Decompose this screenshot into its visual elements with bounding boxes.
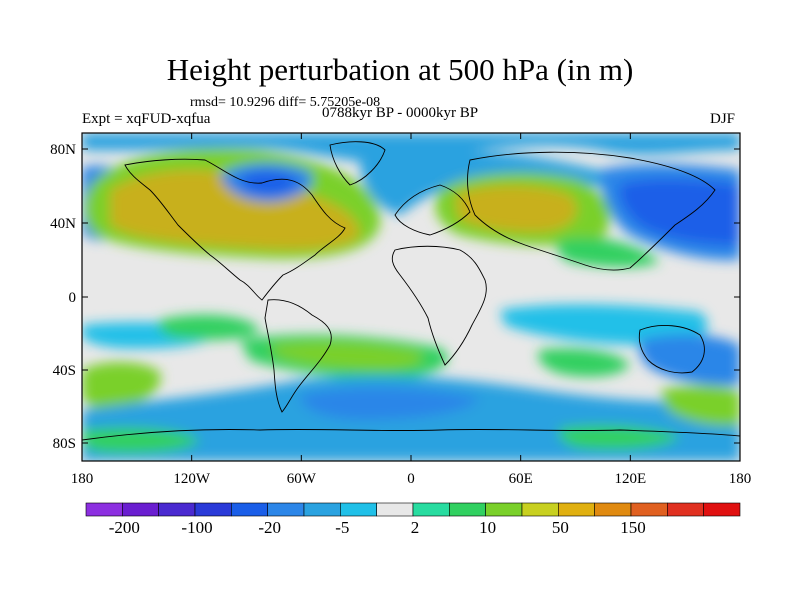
lat-tick-label: 80N <box>50 142 76 158</box>
colorbar-swatch <box>630 502 668 517</box>
nh-arctic-negative <box>82 133 740 163</box>
southern-pacific-positive <box>158 314 260 340</box>
map-axes: 80N 40N 0 40S 80S 180 120W 60W 0 60E 120E 180 <box>50 133 751 487</box>
atlantic-negative <box>360 150 640 215</box>
southern-ocean-strong-negative <box>300 387 480 420</box>
south-pacific-east-positive <box>660 385 740 426</box>
colorbar-swatch <box>485 502 523 517</box>
asia-coast <box>467 151 716 271</box>
lon-tick-label: 120W <box>173 471 211 487</box>
colorbar-label: -100 <box>181 518 212 537</box>
south-america-coast <box>264 299 332 413</box>
colorbar-swatch <box>158 502 196 517</box>
colorbar-label: 10 <box>479 518 496 537</box>
colorbar-label: 2 <box>411 518 420 537</box>
colorbar-label: -20 <box>258 518 281 537</box>
greenland-coast <box>329 141 386 186</box>
colorbar: -200 -100 -20 -5 2 10 50 150 <box>85 502 741 537</box>
colorbar-label: -200 <box>109 518 140 537</box>
subtropical-positive <box>557 237 660 268</box>
colorbar-swatch <box>340 502 377 517</box>
lon-tick-label: 0 <box>407 471 415 487</box>
colorbar-swatch <box>703 502 741 517</box>
colorbar-swatch <box>594 502 632 517</box>
australia-negative <box>639 334 740 386</box>
colorbar-swatch <box>303 502 341 517</box>
colorbar-swatch <box>376 502 414 517</box>
lon-tick-label: 60W <box>287 471 317 487</box>
colorbar-swatch <box>122 502 159 517</box>
antarctica-coast <box>82 428 740 441</box>
europe-coast <box>394 184 471 236</box>
lat-tick-label: 40N <box>50 216 76 232</box>
africa-coast <box>391 245 487 366</box>
lon-tick-label: 180 <box>729 471 752 487</box>
experiment-label: Expt = xqFUD-xqfua <box>82 111 211 127</box>
rmsd-label: rmsd= 10.9296 diff= 5.75205e-08 <box>190 95 381 110</box>
east-asia-strong-negative <box>619 179 740 245</box>
colorbar-swatch <box>194 502 232 517</box>
antarctic-positive <box>82 427 200 454</box>
season-label: DJF <box>710 111 736 127</box>
colorbar-swatch <box>231 502 268 517</box>
eurasia-strong-positive <box>455 185 577 233</box>
colorbar-swatch <box>558 502 595 517</box>
lat-tick-label: 0 <box>69 290 77 306</box>
hudson-strong-negative <box>240 171 298 195</box>
coastlines <box>82 141 740 441</box>
colorbar-swatch <box>449 502 486 517</box>
colorbar-swatch <box>267 502 305 517</box>
south-america-positive <box>82 362 161 410</box>
colorbar-swatch <box>85 502 123 517</box>
tropical-negative-east <box>500 304 708 345</box>
map-title: Height perturbation at 500 hPa (in m) <box>166 52 634 87</box>
colorbar-label: -5 <box>335 518 349 537</box>
lon-tick-label: 120E <box>614 471 646 487</box>
south-atlantic-strong-positive <box>270 341 423 370</box>
anomaly-field <box>82 133 740 461</box>
lon-tick-label: 180 <box>71 471 94 487</box>
colorbar-label: 150 <box>620 518 646 537</box>
lat-tick-label: 40S <box>53 363 76 379</box>
colorbar-swatch <box>667 502 704 517</box>
colorbar-label: 50 <box>552 518 569 537</box>
north-america-coast <box>124 158 346 301</box>
north-america-strong-positive <box>110 169 360 250</box>
period-label: 0788kyr BP - 0000kyr BP <box>322 105 479 121</box>
south-indian-positive <box>538 348 630 377</box>
colorbar-swatch <box>521 502 559 517</box>
lon-tick-label: 60E <box>509 471 533 487</box>
colorbar-swatch <box>412 502 450 517</box>
australia-coast <box>638 325 705 374</box>
lat-tick-label: 80S <box>53 436 76 452</box>
